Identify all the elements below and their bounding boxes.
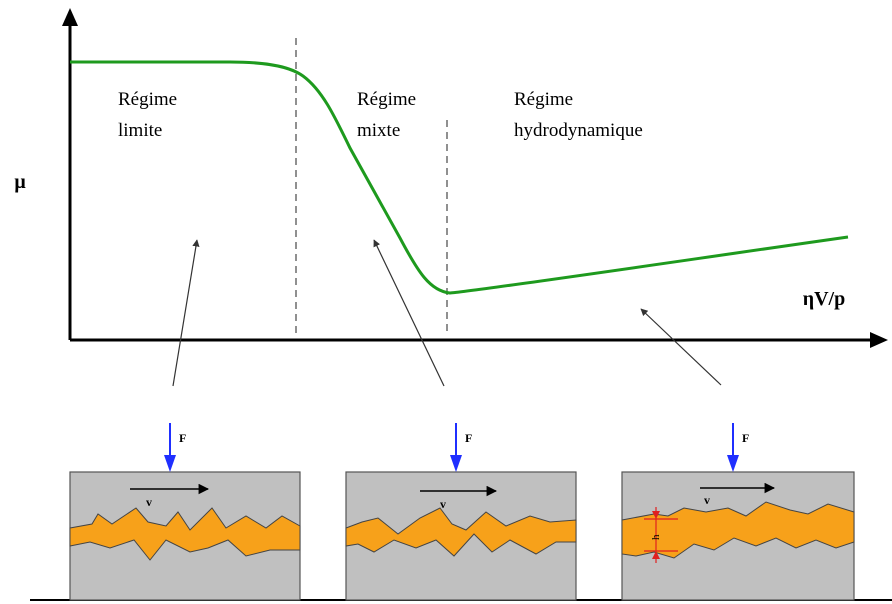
regime-hydro-line1: Régime xyxy=(514,89,573,110)
panel-mixte-lubricant xyxy=(345,507,577,557)
panel-hydro-lubricant xyxy=(621,501,855,559)
pointer-arrow-limite xyxy=(172,239,200,387)
panel-limite: v F xyxy=(69,423,301,601)
pointer-arrow-mixte xyxy=(373,239,445,387)
gap-h-label: h xyxy=(650,534,662,540)
regime-hydro-line2: hydrodynamique xyxy=(514,120,643,141)
y-axis-label: μ xyxy=(14,171,26,193)
panel-limite-velocity-label: v xyxy=(146,495,152,509)
panel-mixte: v F xyxy=(345,423,577,601)
regime-mixte-line1: Régime xyxy=(357,89,416,110)
gap-arrowhead-top xyxy=(652,511,660,519)
regime-mixte-line2: mixte xyxy=(357,120,400,141)
panel-hydrodynamique: v F h xyxy=(621,423,855,601)
panel-limite-lubricant xyxy=(69,507,301,561)
regime-hydrodynamique-label: Régime hydrodynamique xyxy=(514,89,643,141)
panel-limite-force-label: F xyxy=(179,431,186,445)
regime-limite-label: Régime limite xyxy=(118,89,182,141)
x-axis-arrowhead xyxy=(870,332,888,348)
regime-limite-line2: limite xyxy=(118,120,162,141)
panel-mixte-velocity-label: v xyxy=(440,497,446,511)
stribeck-curve xyxy=(70,60,849,295)
panel-mixte-force-arrowhead xyxy=(450,455,462,472)
panel-hydro-force-label: F xyxy=(742,431,749,445)
y-axis-arrowhead xyxy=(62,8,78,26)
pointer-arrow-hydro xyxy=(640,308,722,386)
panel-limite-force-arrowhead xyxy=(164,455,176,472)
x-axis-label: ηV/p xyxy=(803,288,845,310)
regime-mixte-label: Régime mixte xyxy=(357,89,421,141)
gap-arrowhead-bottom xyxy=(652,551,660,559)
film-thickness-marker: h xyxy=(644,507,678,563)
axes xyxy=(62,8,888,348)
panel-hydro-force-arrowhead xyxy=(727,455,739,472)
panel-mixte-force-label: F xyxy=(465,431,472,445)
panel-hydro-velocity-label: v xyxy=(704,493,710,507)
regime-limite-line1: Régime xyxy=(118,89,177,110)
